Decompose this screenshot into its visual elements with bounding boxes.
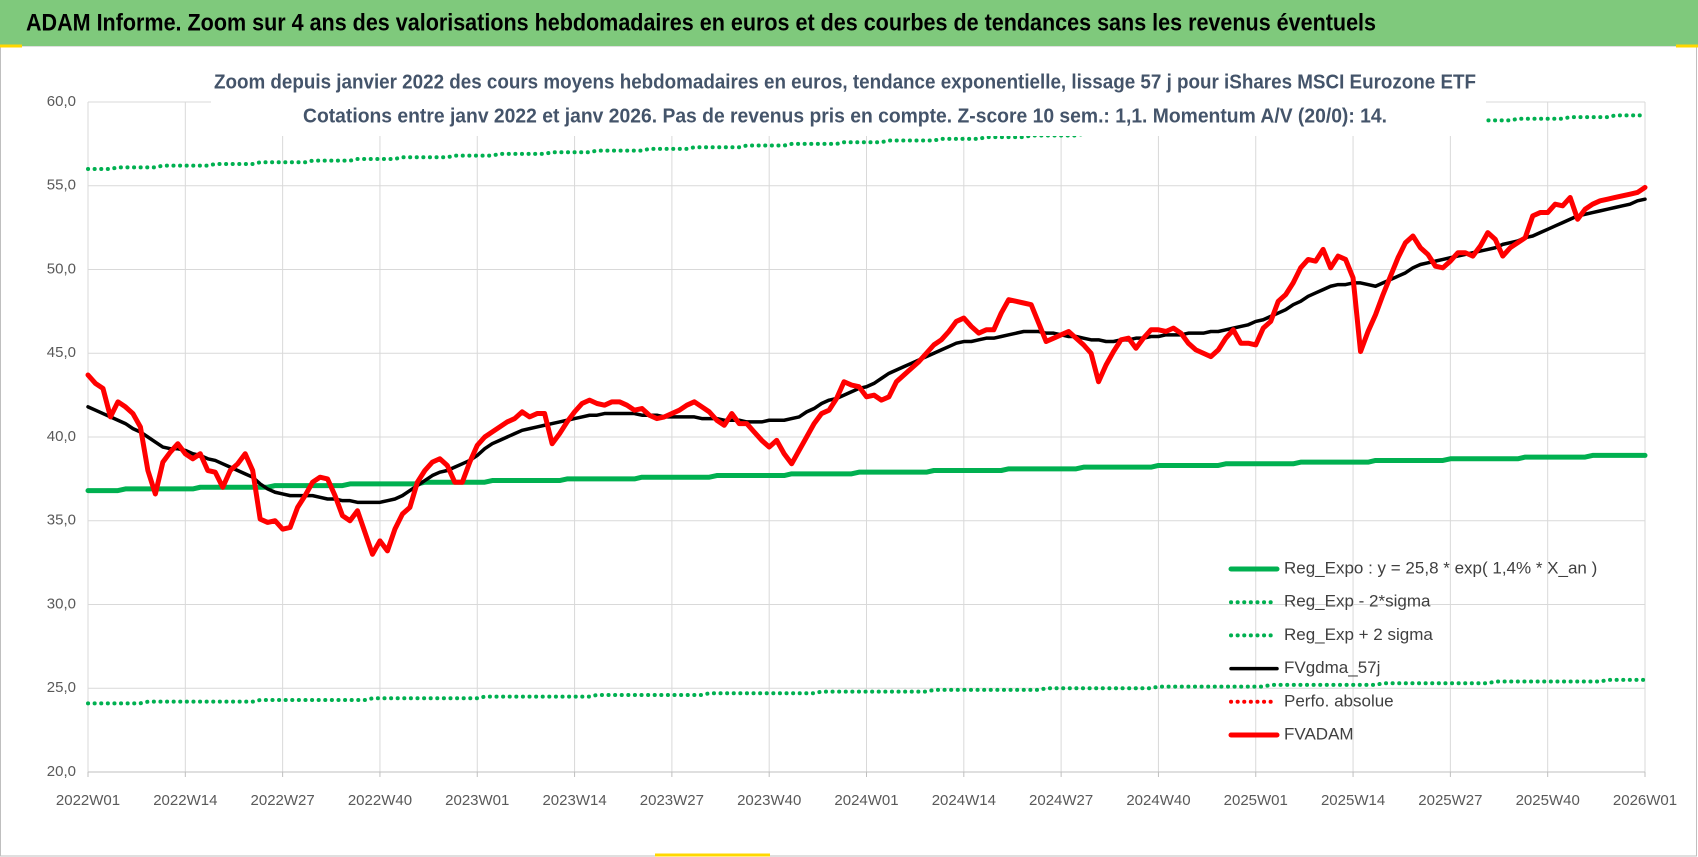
legend-label: FVADAM xyxy=(1284,724,1354,743)
y-tick-label: 40,0 xyxy=(47,428,76,445)
y-tick-label: 35,0 xyxy=(47,512,76,529)
x-tick-label: 2022W14 xyxy=(153,792,217,809)
chart-title: Zoom depuis janvier 2022 des cours moyen… xyxy=(214,71,1476,93)
y-tick-label: 25,0 xyxy=(47,679,76,696)
x-tick-label: 2025W14 xyxy=(1321,792,1385,809)
x-tick-label: 2023W40 xyxy=(737,792,801,809)
x-tick-label: 2023W14 xyxy=(542,792,606,809)
legend: Reg_Expo : y = 25,8 * exp( 1,4% * X_an )… xyxy=(1228,558,1597,743)
series-line xyxy=(85,184,1648,557)
x-tick-label: 2024W40 xyxy=(1126,792,1190,809)
series-line xyxy=(86,677,1647,706)
y-tick-label: 20,0 xyxy=(47,763,76,780)
title-background xyxy=(211,66,1486,136)
x-tick-label: 2025W40 xyxy=(1516,792,1580,809)
x-tick-label: 2022W27 xyxy=(251,792,315,809)
y-tick-label: 60,0 xyxy=(47,93,76,110)
y-tick-label: 55,0 xyxy=(47,177,76,194)
x-tick-label: 2023W27 xyxy=(640,792,704,809)
chart-frame xyxy=(0,45,1697,857)
chart-subtitle: Cotations entre janv 2022 et janv 2026. … xyxy=(303,105,1387,127)
x-tick-label: 2025W27 xyxy=(1418,792,1482,809)
x-tick-label: 2022W01 xyxy=(56,792,120,809)
banner-bar xyxy=(0,0,1698,46)
y-tick-label: 50,0 xyxy=(47,260,76,277)
x-tick-label: 2023W01 xyxy=(445,792,509,809)
legend-label: Perfo. absolue xyxy=(1284,691,1394,710)
legend-label: Reg_Expo : y = 25,8 * exp( 1,4% * X_an ) xyxy=(1284,558,1597,577)
x-tick-label: 2022W40 xyxy=(348,792,412,809)
legend-label: Reg_Exp + 2 sigma xyxy=(1284,625,1433,644)
y-tick-label: 45,0 xyxy=(47,344,76,361)
series-line xyxy=(86,197,1647,505)
x-tick-label: 2025W01 xyxy=(1224,792,1288,809)
legend-label: Reg_Exp - 2*sigma xyxy=(1284,592,1431,611)
y-tick-label: 30,0 xyxy=(47,595,76,612)
legend-label: FVgdma_57j xyxy=(1284,658,1380,677)
x-tick-label: 2024W01 xyxy=(834,792,898,809)
banner-title: ADAM Informe. Zoom sur 4 ans des valoris… xyxy=(26,9,1376,36)
series-line xyxy=(85,452,1648,494)
x-tick-label: 2026W01 xyxy=(1613,792,1677,809)
x-tick-label: 2024W27 xyxy=(1029,792,1093,809)
plot-area: 20,0 25,0 30,0 35,0 40,0 45,0 50,0 55,0 60,0 2022… xyxy=(47,93,1677,809)
x-tick-label: 2024W14 xyxy=(932,792,996,809)
